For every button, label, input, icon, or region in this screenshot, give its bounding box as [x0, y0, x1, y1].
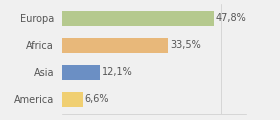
Bar	[62, 92, 83, 107]
Text: 33,5%: 33,5%	[170, 40, 201, 50]
Text: 47,8%: 47,8%	[216, 13, 246, 23]
Bar	[62, 65, 100, 80]
Text: 6,6%: 6,6%	[84, 94, 109, 104]
Text: 12,1%: 12,1%	[102, 67, 132, 77]
Bar	[62, 38, 168, 53]
Bar	[62, 11, 214, 26]
